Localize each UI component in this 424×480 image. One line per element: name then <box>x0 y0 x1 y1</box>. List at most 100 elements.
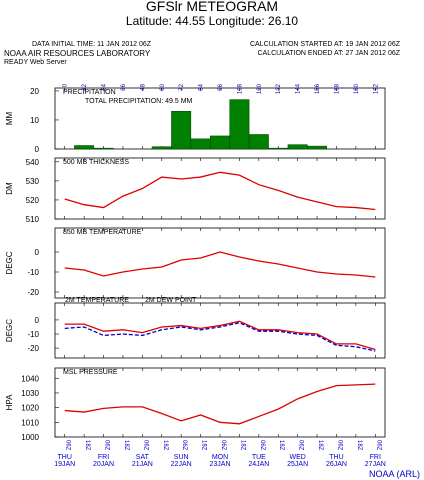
date-label: 23JAN <box>209 461 230 468</box>
y-tick-label: 10 <box>30 116 39 125</box>
top-tick-label: 96 <box>218 83 224 90</box>
server: READY Web Server <box>4 59 67 66</box>
day-label: WED <box>289 454 305 461</box>
time-label: 06Z <box>181 440 187 451</box>
data-line <box>64 320 376 351</box>
time-label: 06Z <box>104 440 110 451</box>
bar <box>210 135 230 150</box>
data-line <box>64 171 376 211</box>
top-tick-label: 12 <box>82 83 88 90</box>
y-tick-label: 1000 <box>21 433 39 442</box>
time-label: 18Z <box>123 440 129 451</box>
date-label: 27JAN <box>365 461 386 468</box>
bar <box>171 110 192 150</box>
time-label: 06Z <box>220 440 226 451</box>
panel-title: MSL PRESSURE <box>63 369 118 376</box>
data-line <box>64 322 376 352</box>
time-label: 18Z <box>239 440 245 451</box>
bar <box>248 134 269 150</box>
y-axis-label: DEGC <box>5 251 14 274</box>
y-tick-label: -20 <box>27 344 39 353</box>
day-label: THU <box>329 454 343 461</box>
top-tick-label: 120 <box>257 83 263 94</box>
top-tick-label: 72 <box>179 83 185 90</box>
top-tick-label: 156 <box>315 83 321 94</box>
date-label: 24JAN <box>248 461 269 468</box>
y-tick-label: 20 <box>30 87 39 96</box>
title: GFSlr METEOGRAM <box>146 0 278 14</box>
y-tick-label: 1030 <box>21 389 39 398</box>
top-tick-label: 60 <box>160 83 166 90</box>
date-label: 19JAN <box>54 461 75 468</box>
top-tick-label: 84 <box>199 83 205 90</box>
time-label: 06Z <box>375 440 381 451</box>
time-label: 18Z <box>162 440 168 451</box>
bar <box>74 145 95 150</box>
top-tick-label: 48 <box>140 83 146 90</box>
day-label: SUN <box>174 454 189 461</box>
top-tick-label: 180 <box>354 83 360 94</box>
y-tick-label: 0 <box>35 145 40 154</box>
day-label: FRI <box>98 454 109 461</box>
top-tick-label: 36 <box>121 83 127 90</box>
time-label: 06Z <box>259 440 265 451</box>
date-label: 22JAN <box>171 461 192 468</box>
time-label: 06Z <box>298 440 304 451</box>
day-label: TUE <box>252 454 266 461</box>
y-tick-label: -20 <box>27 288 39 297</box>
y-tick-label: 1010 <box>21 418 39 427</box>
bar <box>190 138 211 150</box>
y-axis-label: DEGC <box>5 319 14 342</box>
day-label: SAT <box>136 454 150 461</box>
bar <box>287 144 308 150</box>
day-label: MON <box>212 454 228 461</box>
data-line <box>64 383 376 425</box>
bar <box>93 147 114 150</box>
top-tick-label: 132 <box>276 83 282 94</box>
time-label: 18Z <box>84 440 90 451</box>
y-axis-label: MM <box>5 112 14 126</box>
top-tick-label: 0 <box>63 83 69 87</box>
bar <box>307 145 328 150</box>
initial-time: DATA INITIAL TIME: 11 JAN 2012 06Z <box>32 41 152 48</box>
time-label: 06Z <box>336 440 342 451</box>
y-tick-label: 530 <box>26 177 40 186</box>
y-axis-label: DM <box>5 182 14 195</box>
date-label: 26JAN <box>326 461 347 468</box>
y-tick-label: 0 <box>35 316 40 325</box>
bar <box>229 99 250 150</box>
bar <box>268 147 289 150</box>
panel-title: PRECIPITATION <box>63 89 116 96</box>
annotation: TOTAL PRECIPITATION: 49.5 MM <box>85 98 193 105</box>
top-tick-label: 192 <box>373 83 379 94</box>
credit: NOAA (ARL) <box>369 469 420 479</box>
time-label: 18Z <box>317 440 323 451</box>
calc-ended: CALCULATION ENDED AT: 27 JAN 2012 06Z <box>257 50 400 57</box>
time-label: 06Z <box>65 440 71 451</box>
date-label: 25JAN <box>287 461 308 468</box>
y-tick-label: 540 <box>26 158 40 167</box>
time-label: 18Z <box>356 440 362 451</box>
time-label: 18Z <box>278 440 284 451</box>
day-label: THU <box>58 454 72 461</box>
top-tick-label: 108 <box>237 83 243 94</box>
y-tick-label: 510 <box>26 215 40 224</box>
panel-frame <box>54 227 386 299</box>
panel-title: 850 MB TEMPERATURE <box>63 229 142 236</box>
panel-frame <box>54 367 386 438</box>
top-tick-label: 24 <box>102 83 108 90</box>
legend-entry: 2M DEW POINT <box>145 297 197 304</box>
y-tick-label: 0 <box>35 248 40 257</box>
y-tick-label: -10 <box>27 330 39 339</box>
calc-started: CALCULATION STARTED AT: 19 JAN 2012 06Z <box>250 41 401 48</box>
date-label: 21JAN <box>132 461 153 468</box>
time-label: 18Z <box>201 440 207 451</box>
bar <box>151 146 172 150</box>
y-tick-label: 520 <box>26 196 40 205</box>
legend-entry: 2M TEMPERATURE <box>65 297 129 304</box>
y-tick-label: 1020 <box>21 404 39 413</box>
y-axis-label: HPA <box>5 394 14 411</box>
top-tick-label: 168 <box>334 83 340 94</box>
organization: NOAA AIR RESOURCES LABORATORY <box>4 49 151 58</box>
data-line <box>64 251 376 278</box>
